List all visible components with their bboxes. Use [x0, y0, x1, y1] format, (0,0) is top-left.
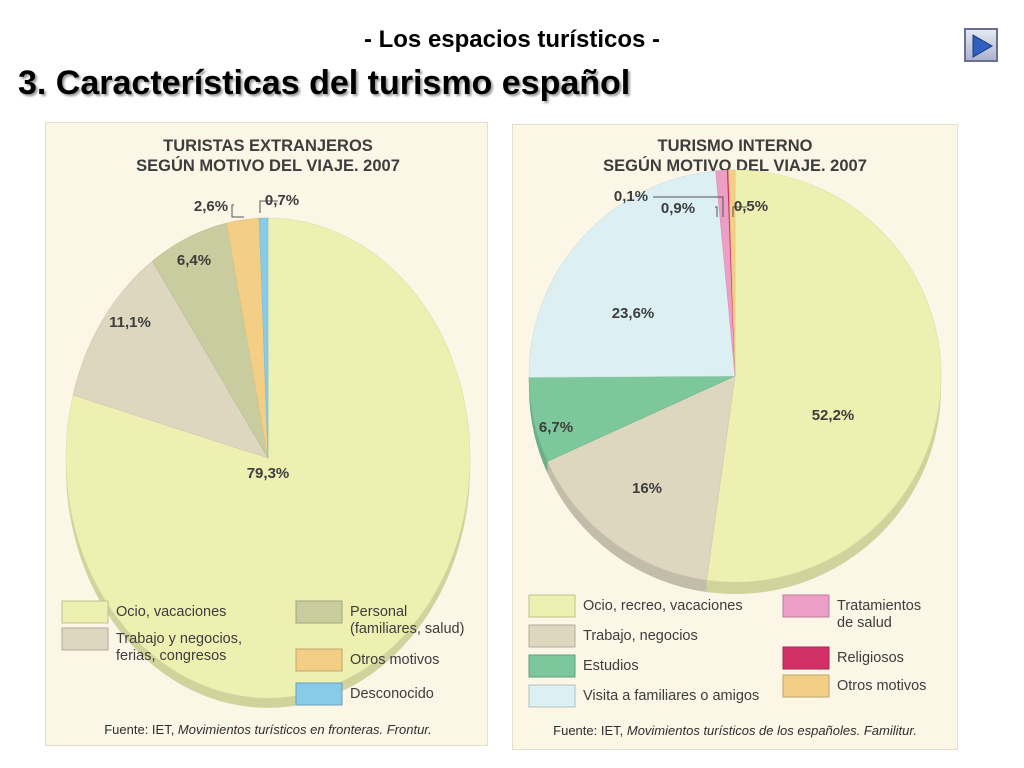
slice-leader-line [732, 206, 747, 217]
legend-label: Estudios [583, 658, 639, 674]
legend-swatch [295, 600, 343, 624]
chart-title-line: SEGÚN MOTIVO DEL VIAJE. 2007 [136, 156, 400, 175]
legend-label: Religiosos [837, 650, 904, 666]
legend-item: Religiosos [782, 646, 904, 670]
legend-swatch [528, 684, 576, 708]
foreign-tourists-chart-panel: TURISTAS EXTRANJEROS SEGÚN MOTIVO DEL VIA… [45, 122, 488, 746]
legend-label: Tratamientos [837, 598, 921, 614]
legend-swatch [782, 674, 830, 698]
pie-slice-5 [258, 217, 269, 459]
pie-slice-1 [65, 217, 471, 699]
slice-leader-line [231, 204, 244, 218]
legend-swatch [295, 648, 343, 672]
legend-swatch [782, 594, 830, 618]
slice-value-label: 0,1% [614, 188, 648, 205]
legend-item: Trabajo, negocios [528, 624, 698, 648]
slice-value-label: 23,6% [612, 305, 655, 322]
legend-label: Visita a familiares o amigos [583, 688, 759, 704]
domestic-tourism-chart-panel: TURISMO INTERNO SEGÚN MOTIVO DEL VIAJE. 2… [512, 124, 958, 750]
legend-item: Otros motivos [295, 648, 439, 672]
legend-swatch [782, 646, 830, 670]
slice-leader-line [653, 196, 724, 217]
slice-value-label: 0,7% [265, 192, 299, 209]
page-title: 3. Características del turismo español [18, 64, 631, 102]
chart-source: Fuente: IET, Movimientos turísticos en f… [104, 722, 432, 737]
legend-swatch [295, 682, 343, 706]
legend-label: Ocio, vacaciones [116, 604, 226, 620]
pie-slice-7 [728, 169, 736, 377]
pie-slice-2 [72, 260, 269, 459]
next-slide-button[interactable] [964, 28, 998, 62]
legend-item: Estudios [528, 654, 639, 678]
play-right-triangle-icon [972, 34, 993, 58]
legend-label: Otros motivos [350, 652, 439, 668]
slice-leader-line [259, 200, 278, 213]
legend-label: Trabajo, negocios [583, 628, 698, 644]
chart-title-line: TURISTAS EXTRANJEROS [163, 137, 373, 155]
chart-title-line: SEGÚN MOTIVO DEL VIAJE. 2007 [603, 156, 867, 175]
slice-value-label: 79,3% [247, 465, 290, 482]
legend-item: Ocio, vacaciones [61, 600, 226, 624]
legend-label: de salud [837, 615, 892, 631]
pie-slice-1 [706, 169, 942, 583]
legend-swatch [528, 594, 576, 618]
legend-item: Visita a familiares o amigos [528, 684, 759, 708]
legend-swatch [61, 600, 109, 624]
pie-slice-4 [528, 170, 736, 378]
legend-label: (familiares, salud) [350, 621, 464, 637]
slice-value-label: 6,7% [539, 419, 573, 436]
chart-title-line: TURISMO INTERNO [658, 137, 813, 155]
legend-item: Personal(familiares, salud) [295, 600, 464, 637]
pie-slice-2 [547, 375, 736, 581]
legend-swatch [528, 624, 576, 648]
slice-value-label: 11,1% [109, 314, 151, 331]
slice-value-label: 16% [632, 480, 662, 497]
chart-source: Fuente: IET, Movimientos turísticos de l… [553, 723, 917, 738]
legend-swatch [528, 654, 576, 678]
slice-value-label: 6,4% [177, 252, 211, 269]
legend-label: ferias, congresos [116, 648, 226, 664]
legend-label: Personal [350, 604, 407, 620]
legend-label: Desconocido [350, 686, 434, 702]
legend-swatch [61, 627, 109, 651]
legend-item: Trabajo y negocios,ferias, congresos [61, 627, 242, 664]
slice-value-label: 0,5% [734, 198, 768, 215]
legend-item: Desconocido [295, 682, 434, 706]
legend-item: Otros motivos [782, 674, 926, 698]
slice-leader-line [715, 206, 718, 217]
legend-label: Trabajo y negocios, [116, 631, 242, 647]
slice-value-label: 2,6% [194, 198, 228, 215]
legend-label: Otros motivos [837, 678, 926, 694]
legend-label: Ocio, recreo, vacaciones [583, 598, 743, 614]
slice-value-label: 0,9% [661, 200, 695, 217]
legend-item: Ocio, recreo, vacaciones [528, 594, 743, 618]
page-subtitle: - Los espacios turísticos - [363, 26, 661, 53]
slice-value-label: 52,2% [812, 407, 855, 424]
